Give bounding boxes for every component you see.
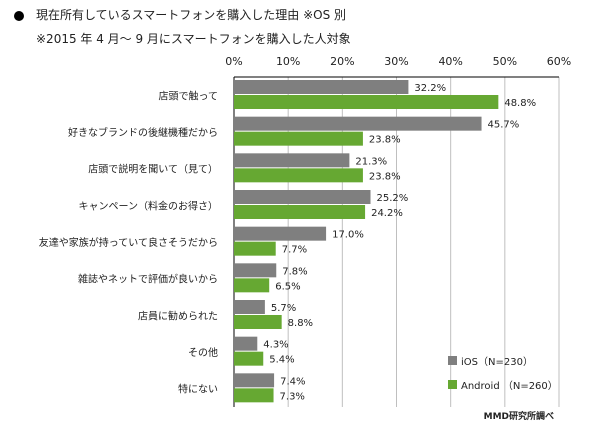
data-label: 21.3%	[355, 156, 387, 167]
category-label: 友達や家族が持っていて良さそうだから	[39, 236, 218, 249]
bar-ios	[234, 373, 275, 388]
category-label: 好きなブランドの後継機種だから	[68, 126, 218, 139]
bar-ios	[234, 336, 258, 351]
data-label: 5.4%	[269, 355, 294, 366]
data-label: 23.8%	[369, 135, 401, 146]
data-label: 48.8%	[504, 98, 536, 109]
data-label: 23.8%	[369, 171, 401, 182]
x-tick-label: 20%	[330, 55, 354, 68]
x-tick-label: 30%	[384, 55, 408, 68]
bar-android	[234, 241, 276, 256]
bar-android	[234, 315, 282, 329]
bar-android	[234, 168, 363, 183]
bar-android	[234, 95, 499, 109]
legend-label: Android （N=260）	[461, 380, 558, 392]
x-tick-label: 0%	[225, 55, 242, 68]
bar-android	[234, 131, 363, 146]
chart-subtitle: ※2015 年 4 月～ 9 月にスマートフォンを購入した人対象	[36, 32, 351, 46]
data-label: 5.7%	[271, 303, 296, 314]
bar-android	[234, 278, 270, 293]
data-label: 25.2%	[377, 193, 409, 204]
category-label: 店頭で説明を聞いて（見て）	[88, 163, 218, 176]
bar-ios	[234, 116, 482, 131]
x-tick-label: 60%	[547, 55, 571, 68]
x-tick-label: 40%	[438, 55, 462, 68]
category-label: 店頭で触って	[159, 89, 219, 102]
bar-android	[234, 351, 264, 366]
category-label: 雑誌やネットで評価が良いから	[78, 273, 218, 286]
bar-ios	[234, 300, 265, 314]
chart-title: 現在所有しているスマートフォンを購入した理由 ※OS 別	[36, 8, 347, 22]
bar-android	[234, 388, 274, 403]
data-label: 8.8%	[288, 318, 313, 329]
legend-swatch-ios	[448, 356, 457, 365]
data-label: 17.0%	[332, 230, 364, 241]
data-label: 6.5%	[275, 281, 300, 292]
data-label: 24.2%	[371, 208, 403, 219]
bar-ios	[234, 80, 409, 94]
bar-ios	[234, 226, 327, 241]
data-label: 7.8%	[282, 266, 307, 277]
category-label: 店員に勧められた	[138, 309, 218, 322]
data-label: 45.7%	[488, 120, 520, 131]
bar-ios	[234, 190, 371, 204]
bar-ios	[234, 263, 277, 278]
source-credit: MMD研究所調べ	[483, 412, 554, 422]
bar-ios	[234, 153, 350, 168]
data-label: 7.3%	[280, 391, 305, 402]
data-label: 32.2%	[414, 83, 446, 94]
bar-android	[234, 205, 366, 219]
category-label: その他	[188, 346, 218, 359]
legend-swatch-android	[448, 380, 457, 389]
x-tick-label: 10%	[276, 55, 300, 68]
x-tick-label: 50%	[493, 55, 517, 68]
data-label: 4.3%	[263, 340, 288, 351]
category-label: キャンペーン（料金のお得さ）	[79, 199, 219, 212]
category-label: 特にない	[178, 384, 218, 396]
data-label: 7.4%	[280, 376, 305, 387]
data-label: 7.7%	[282, 245, 307, 256]
legend-label: iOS（N=230）	[461, 356, 533, 368]
bullet-icon	[14, 11, 24, 21]
